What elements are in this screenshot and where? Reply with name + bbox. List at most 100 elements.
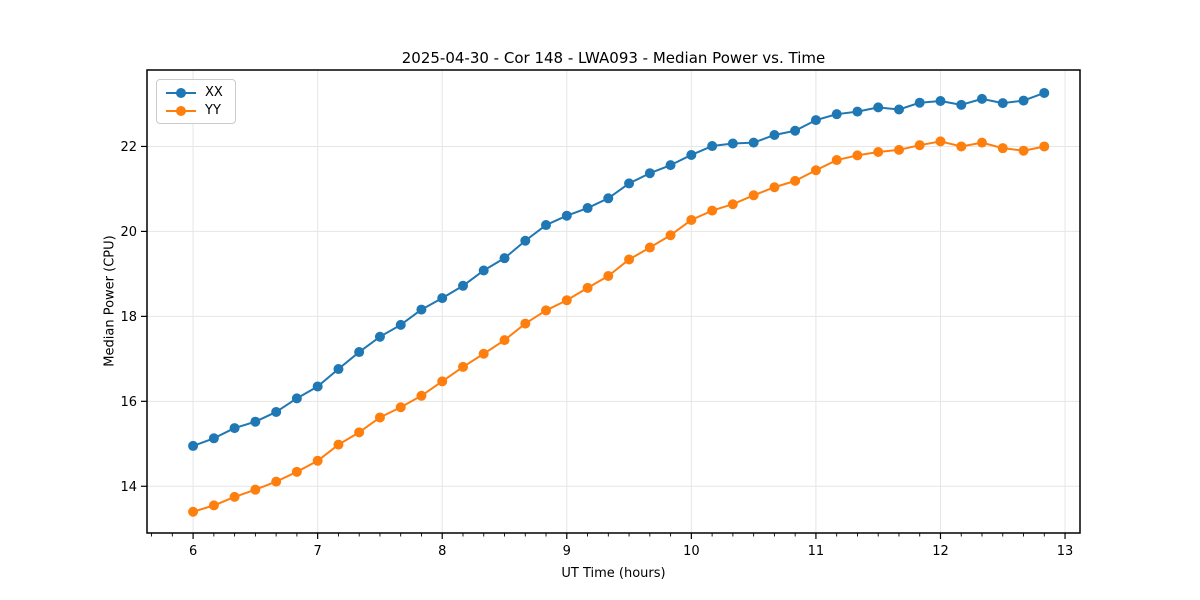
data-point-yy bbox=[873, 146, 884, 157]
data-point-yy bbox=[312, 455, 323, 466]
data-point-yy bbox=[707, 205, 718, 216]
data-point-xx bbox=[769, 129, 780, 140]
data-point-xx bbox=[810, 115, 821, 126]
data-point-xx bbox=[873, 102, 884, 113]
x-tick-label: 10 bbox=[683, 544, 700, 559]
data-point-xx bbox=[437, 293, 448, 304]
data-point-xx bbox=[707, 141, 718, 152]
x-tick-label: 6 bbox=[189, 544, 197, 559]
data-point-yy bbox=[914, 140, 925, 151]
x-tick-label: 7 bbox=[314, 544, 322, 559]
data-point-yy bbox=[769, 182, 780, 193]
y-tick-label: 20 bbox=[120, 225, 137, 240]
data-point-xx bbox=[1018, 95, 1029, 106]
data-point-xx bbox=[520, 235, 531, 246]
data-point-yy bbox=[540, 305, 551, 316]
data-point-yy bbox=[271, 476, 282, 487]
data-point-yy bbox=[894, 144, 905, 155]
data-point-yy bbox=[727, 199, 738, 210]
data-point-yy bbox=[624, 254, 635, 265]
data-point-yy bbox=[561, 295, 572, 306]
y-axis-label: Median Power (CPU) bbox=[102, 235, 118, 367]
data-point-yy bbox=[229, 491, 240, 502]
data-point-xx bbox=[333, 364, 344, 375]
chart-title: 2025-04-30 - Cor 148 - LWA093 - Median P… bbox=[401, 49, 826, 67]
data-point-yy bbox=[644, 242, 655, 253]
data-point-yy bbox=[852, 150, 863, 161]
data-point-yy bbox=[250, 484, 261, 495]
data-point-yy bbox=[603, 271, 614, 282]
legend-item-yy: YY bbox=[165, 103, 223, 118]
data-point-xx bbox=[271, 406, 282, 417]
data-point-yy bbox=[1039, 141, 1050, 152]
data-point-yy bbox=[437, 376, 448, 387]
data-point-yy bbox=[499, 335, 510, 346]
data-point-xx bbox=[644, 168, 655, 179]
series-line-yy bbox=[192, 140, 1045, 513]
x-tick-label: 11 bbox=[808, 544, 825, 559]
data-point-xx bbox=[188, 440, 199, 451]
data-point-yy bbox=[810, 165, 821, 176]
data-point-xx bbox=[312, 381, 323, 392]
data-point-yy bbox=[831, 155, 842, 166]
data-point-xx bbox=[354, 347, 365, 358]
data-point-xx bbox=[894, 104, 905, 115]
data-point-yy bbox=[956, 141, 967, 152]
data-point-xx bbox=[852, 106, 863, 117]
data-point-xx bbox=[229, 423, 240, 434]
data-point-yy bbox=[686, 214, 697, 225]
data-point-xx bbox=[935, 96, 946, 107]
data-point-yy bbox=[997, 143, 1008, 154]
data-point-xx bbox=[624, 178, 635, 189]
data-point-yy bbox=[976, 137, 987, 148]
data-point-yy bbox=[458, 361, 469, 372]
y-tick-label: 16 bbox=[120, 395, 137, 410]
data-point-yy bbox=[333, 439, 344, 450]
data-point-yy bbox=[416, 390, 427, 401]
data-point-yy bbox=[395, 402, 406, 413]
legend-label: XX bbox=[205, 85, 223, 100]
data-point-xx bbox=[540, 220, 551, 231]
legend: XX YY bbox=[156, 79, 236, 124]
data-point-xx bbox=[727, 138, 738, 149]
legend-item-xx: XX bbox=[165, 85, 223, 100]
y-tick-label: 14 bbox=[120, 480, 137, 495]
data-point-xx bbox=[997, 98, 1008, 109]
data-point-xx bbox=[914, 97, 925, 108]
data-point-xx bbox=[582, 203, 593, 214]
data-point-yy bbox=[790, 175, 801, 186]
data-point-yy bbox=[354, 427, 365, 438]
x-tick-label: 13 bbox=[1057, 544, 1074, 559]
data-point-xx bbox=[956, 99, 967, 110]
data-point-xx bbox=[478, 265, 489, 276]
x-tick-label: 8 bbox=[438, 544, 446, 559]
data-point-xx bbox=[395, 319, 406, 330]
data-point-yy bbox=[478, 348, 489, 359]
data-point-xx bbox=[458, 280, 469, 291]
data-point-xx bbox=[561, 210, 572, 221]
data-point-xx bbox=[831, 109, 842, 120]
data-point-xx bbox=[499, 253, 510, 264]
data-point-xx bbox=[374, 331, 385, 342]
data-point-yy bbox=[582, 282, 593, 293]
data-point-yy bbox=[748, 190, 759, 201]
data-point-yy bbox=[291, 466, 302, 477]
data-point-yy bbox=[208, 500, 219, 511]
data-point-yy bbox=[665, 230, 676, 241]
data-point-yy bbox=[935, 136, 946, 147]
data-point-yy bbox=[188, 506, 199, 517]
data-point-xx bbox=[686, 149, 697, 160]
y-tick-label: 22 bbox=[120, 140, 137, 155]
x-tick-label: 9 bbox=[563, 544, 571, 559]
data-point-xx bbox=[790, 125, 801, 136]
data-point-xx bbox=[976, 93, 987, 104]
data-point-xx bbox=[1039, 87, 1050, 98]
x-axis-label: UT Time (hours) bbox=[561, 566, 666, 581]
data-point-yy bbox=[1018, 145, 1029, 156]
data-point-xx bbox=[208, 433, 219, 444]
data-point-xx bbox=[250, 416, 261, 427]
legend-label: YY bbox=[205, 103, 221, 118]
data-point-xx bbox=[291, 393, 302, 404]
